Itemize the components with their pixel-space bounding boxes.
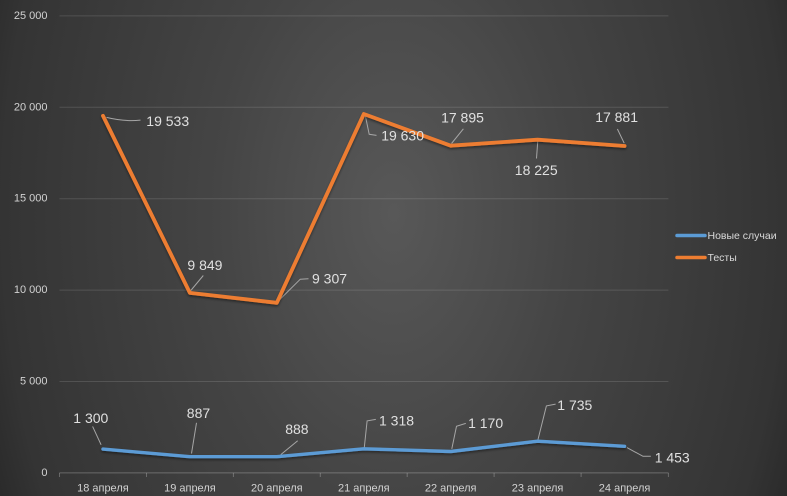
svg-text:21 апреля: 21 апреля: [338, 482, 390, 494]
svg-text:20 000: 20 000: [14, 101, 48, 113]
svg-text:888: 888: [285, 421, 309, 437]
svg-text:1 170: 1 170: [468, 415, 503, 431]
svg-text:9 849: 9 849: [187, 257, 222, 273]
svg-text:15 000: 15 000: [14, 193, 48, 205]
svg-text:1 318: 1 318: [379, 413, 414, 429]
svg-text:19 630: 19 630: [381, 128, 424, 144]
svg-text:19 533: 19 533: [146, 113, 189, 129]
svg-text:17 881: 17 881: [595, 109, 638, 125]
svg-text:1 735: 1 735: [557, 397, 592, 413]
svg-text:5 000: 5 000: [20, 376, 48, 388]
svg-text:1 453: 1 453: [655, 449, 690, 465]
svg-text:17 895: 17 895: [441, 109, 484, 125]
svg-text:887: 887: [187, 405, 211, 421]
svg-text:Тесты: Тесты: [708, 252, 737, 264]
svg-text:25 000: 25 000: [14, 10, 48, 22]
svg-text:19 апреля: 19 апреля: [164, 482, 216, 494]
svg-text:24 апреля: 24 апреля: [599, 482, 651, 494]
svg-text:22 апреля: 22 апреля: [425, 482, 477, 494]
svg-text:9 307: 9 307: [312, 271, 347, 287]
svg-text:20 апреля: 20 апреля: [251, 482, 303, 494]
svg-text:1 300: 1 300: [73, 410, 108, 426]
svg-text:0: 0: [41, 467, 47, 479]
svg-text:18 апреля: 18 апреля: [77, 482, 129, 494]
svg-text:10 000: 10 000: [14, 284, 48, 296]
svg-text:Новые случаи: Новые случаи: [708, 230, 777, 242]
svg-text:23 апреля: 23 апреля: [512, 482, 564, 494]
svg-text:18 225: 18 225: [515, 162, 558, 178]
